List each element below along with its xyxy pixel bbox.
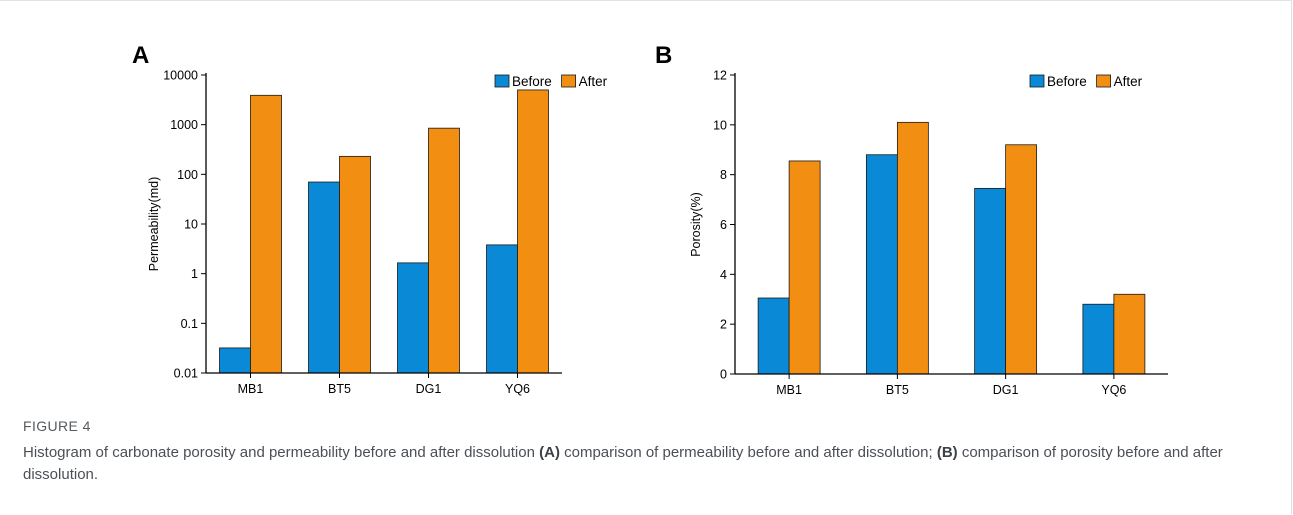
bar-before-bt5 bbox=[865, 154, 898, 375]
y-tick-label: 2 bbox=[720, 318, 727, 332]
bar-after-bt5 bbox=[339, 155, 371, 374]
bar-after-bt5 bbox=[896, 121, 929, 375]
y-tick-label: 0 bbox=[720, 368, 727, 382]
permeability-chart: A MB1 BT5 DG1 YQ6 0.01 0.1 1 10 100 1000 10000 Perme… bbox=[132, 42, 608, 396]
bar-before-mb1 bbox=[219, 347, 251, 374]
porosity-chart: B MB1 BT5 DG1 YQ6 0 2 4 6 8 10 12 Porosity(%) Before A… bbox=[655, 42, 1168, 397]
y-tick-label: 10 bbox=[184, 218, 198, 232]
y-tick-label: 10 bbox=[713, 118, 727, 132]
legend-label-after: After bbox=[1114, 74, 1143, 89]
legend-swatch-after bbox=[1096, 74, 1112, 88]
y-axis-title: Permeability(md) bbox=[147, 177, 161, 271]
x-tick-label-bt5: BT5 bbox=[886, 383, 909, 397]
y-tick-label: 0.1 bbox=[181, 317, 198, 331]
bar-before-dg1 bbox=[397, 262, 429, 374]
x-tick-label-yq6: YQ6 bbox=[505, 382, 530, 396]
y-tick-label: 10000 bbox=[163, 69, 198, 83]
bar-after-mb1 bbox=[788, 160, 821, 375]
caption-text: Histogram of carbonate porosity and perm… bbox=[23, 442, 1263, 486]
y-tick-label: 1000 bbox=[170, 118, 198, 132]
bar-after-yq6 bbox=[1113, 293, 1146, 375]
x-tick-label-yq6: YQ6 bbox=[1101, 383, 1126, 397]
bar-after-dg1 bbox=[1005, 144, 1038, 375]
x-tick-label-bt5: BT5 bbox=[328, 382, 351, 396]
y-tick-label: 8 bbox=[720, 168, 727, 182]
x-tick-label-mb1: MB1 bbox=[238, 382, 264, 396]
caption-text-part-2: comparison of permeability before and af… bbox=[559, 444, 937, 461]
x-tick-label-dg1: DG1 bbox=[993, 383, 1019, 397]
y-tick-label: 100 bbox=[177, 168, 198, 182]
caption-label: FIGURE 4 bbox=[23, 418, 91, 434]
y-tick-label: 0.01 bbox=[174, 367, 198, 381]
x-tick-label-dg1: DG1 bbox=[416, 382, 442, 396]
legend-swatch-after bbox=[561, 74, 577, 88]
bar-after-mb1 bbox=[250, 94, 282, 374]
bar-before-yq6 bbox=[1082, 303, 1115, 375]
legend-swatch-before bbox=[494, 74, 510, 88]
legend-swatch-before bbox=[1029, 74, 1045, 88]
panel-letter: B bbox=[655, 42, 672, 69]
y-tick-label: 4 bbox=[720, 268, 727, 282]
legend-label-before: Before bbox=[1047, 74, 1087, 89]
panel-letter: A bbox=[132, 42, 149, 69]
caption-text-part-3: comparison of porosity before and after … bbox=[23, 444, 1223, 483]
y-tick-label: 12 bbox=[713, 69, 727, 83]
legend-label-before: Before bbox=[512, 74, 552, 89]
figure-caption: FIGURE 4 Histogram of carbonate porosity… bbox=[23, 418, 1263, 486]
y-tick-label: 6 bbox=[720, 218, 727, 232]
caption-ref-a: (A) bbox=[539, 444, 560, 461]
bar-before-dg1 bbox=[974, 187, 1007, 375]
y-axis-title: Porosity(%) bbox=[689, 192, 703, 257]
y-tick-label: 1 bbox=[191, 267, 198, 281]
bar-after-dg1 bbox=[428, 127, 460, 374]
caption-ref-b: (B) bbox=[936, 444, 958, 461]
legend-label-after: After bbox=[579, 74, 608, 89]
x-tick-label-mb1: MB1 bbox=[776, 383, 802, 397]
bar-before-bt5 bbox=[308, 181, 340, 374]
bar-before-mb1 bbox=[757, 297, 790, 375]
caption-text-part-1: Histogram of carbonate porosity and perm… bbox=[23, 444, 540, 461]
bar-before-yq6 bbox=[486, 244, 518, 374]
bar-after-yq6 bbox=[517, 89, 549, 374]
